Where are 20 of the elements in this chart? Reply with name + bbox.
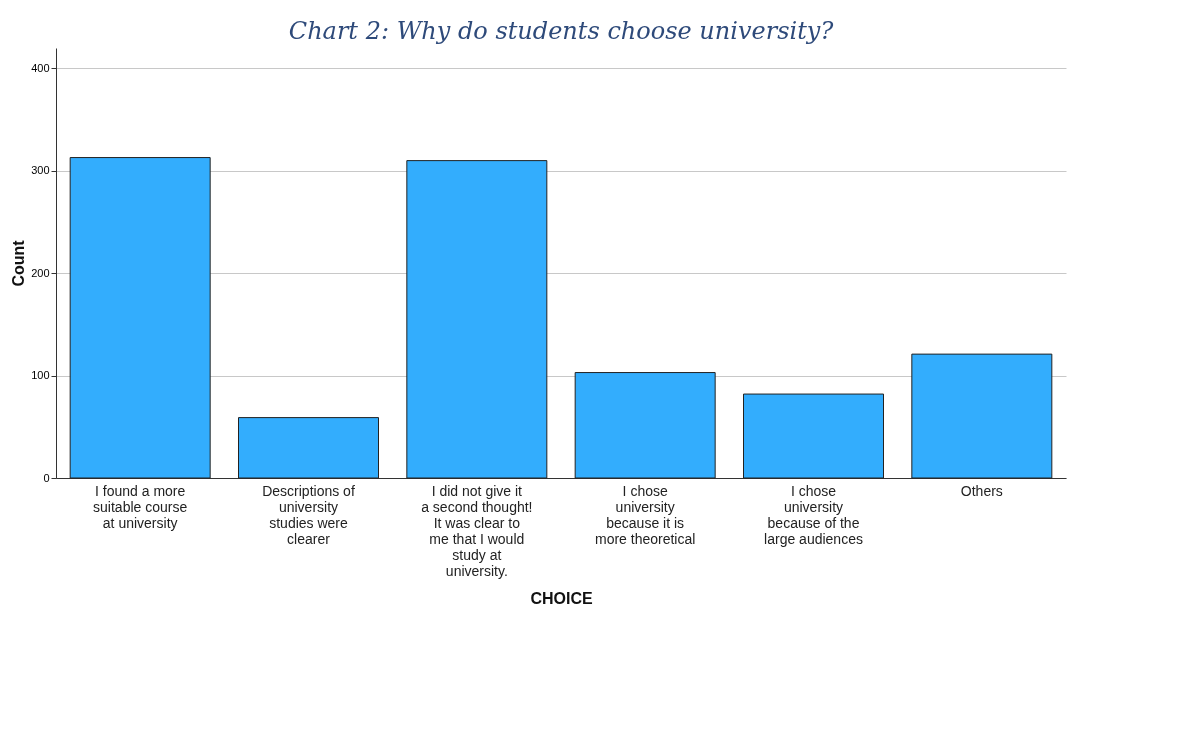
x-tick-label: I did not give it a second thought! It was clear to me that I would study at university. xyxy=(421,482,533,579)
x-tick-label: Descriptions of university studies were clearer xyxy=(262,482,355,547)
x-tick-label: I chose university because of the large audiences xyxy=(764,482,863,547)
x-axis-title: CHOICE xyxy=(530,589,593,607)
bar xyxy=(911,353,1053,479)
y-tick-label: 0 xyxy=(43,471,50,484)
chart-title: Chart 2: Why do students choose university? xyxy=(288,17,834,45)
x-tick-label: I chose university because it is more theoretical xyxy=(594,482,696,547)
x-tick-label: I found a more suitable course at university xyxy=(93,482,188,531)
bar xyxy=(743,393,884,479)
y-tick-label: 300 xyxy=(31,164,50,177)
y-axis-title: Count xyxy=(10,239,28,287)
y-tick-label: 100 xyxy=(31,369,50,382)
y-tick-label: 400 xyxy=(31,61,50,74)
x-tick-label: Others xyxy=(960,482,1003,499)
bar xyxy=(69,157,211,479)
bar xyxy=(406,160,548,479)
y-tick-label: 200 xyxy=(31,266,50,279)
bar xyxy=(238,417,379,479)
bar xyxy=(574,372,716,479)
